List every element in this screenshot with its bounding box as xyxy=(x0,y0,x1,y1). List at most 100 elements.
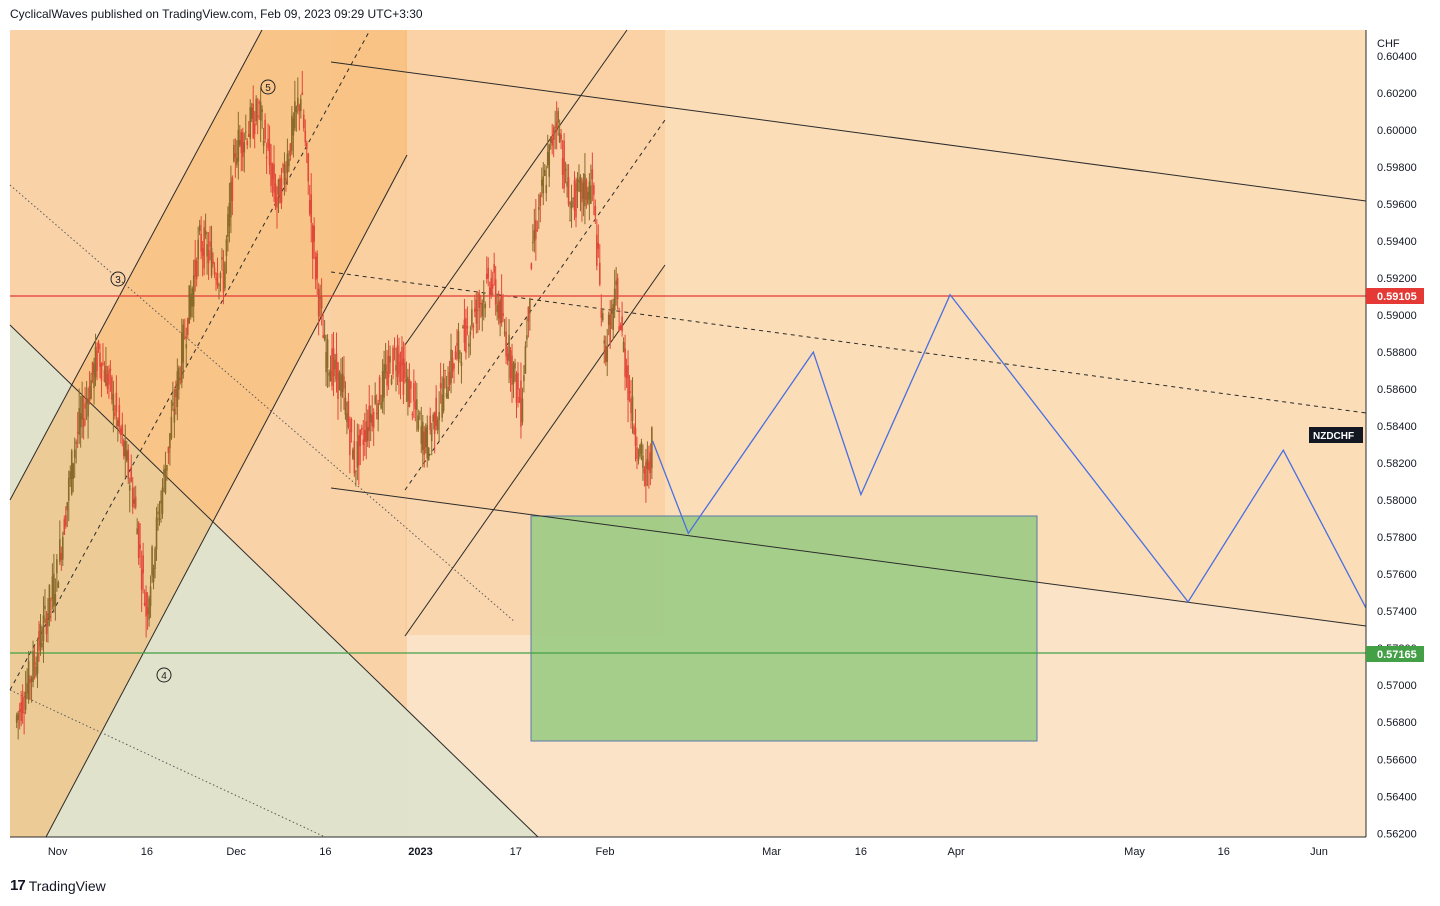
candle-body xyxy=(377,402,379,420)
candle-body xyxy=(84,403,86,409)
candle-body xyxy=(460,361,463,367)
candle-body xyxy=(133,499,136,504)
candle-body xyxy=(114,412,116,416)
candle-body xyxy=(597,242,600,249)
candle-body xyxy=(197,239,199,260)
candle-body xyxy=(88,386,91,401)
candle-body xyxy=(401,346,403,366)
candle-body xyxy=(314,256,317,280)
candle-body xyxy=(87,397,89,417)
candle-body xyxy=(209,241,211,248)
rally-midline xyxy=(404,119,666,491)
candle-body xyxy=(488,287,491,297)
candle-body xyxy=(294,101,296,129)
candle-body xyxy=(651,427,653,469)
candle-body xyxy=(62,536,64,560)
candle-body xyxy=(621,316,623,332)
candle-body xyxy=(99,352,101,367)
candle-body xyxy=(228,202,231,227)
candle-body xyxy=(479,303,482,305)
candle-body xyxy=(316,253,318,279)
candle-body xyxy=(53,573,55,607)
candle-body xyxy=(231,177,234,202)
candle-body xyxy=(578,180,580,183)
candle-body xyxy=(429,415,432,430)
footer-branding: 17 TradingView xyxy=(10,877,106,894)
dashed-lines xyxy=(9,29,1367,691)
price-tick-label: 0.58800 xyxy=(1377,347,1417,359)
candle-body xyxy=(178,367,180,390)
candle-body xyxy=(606,346,609,363)
candle-body xyxy=(198,224,201,232)
candle-body xyxy=(389,356,391,363)
wave-label-3: 3 xyxy=(110,271,126,287)
price-axis[interactable]: 0.60400 0.60200 0.60000 0.59800 0.59600 0.594… xyxy=(1377,51,1417,840)
candle-body xyxy=(545,184,548,194)
price-tick-label: 0.58000 xyxy=(1377,495,1417,507)
candle-body xyxy=(142,555,144,574)
candle-body xyxy=(203,227,205,269)
candle-body xyxy=(24,692,27,710)
candle-body xyxy=(139,544,141,549)
candle-body xyxy=(468,343,470,347)
candle-body xyxy=(79,413,82,428)
price-tick-label: 0.60000 xyxy=(1377,125,1417,137)
candle-body xyxy=(268,143,271,166)
candle-body xyxy=(292,118,295,136)
candle-body xyxy=(143,603,146,606)
candle-body xyxy=(355,470,357,472)
candle-body xyxy=(362,439,365,446)
candle-body xyxy=(29,678,31,683)
candle-body xyxy=(188,285,191,324)
candle-body xyxy=(353,440,356,474)
candle-body xyxy=(648,461,650,471)
time-tick-label: 16 xyxy=(319,846,331,858)
candle-body xyxy=(26,683,28,694)
upper-channel-line xyxy=(330,61,1367,202)
publisher-line: CyclicalWaves published on TradingView.c… xyxy=(10,7,423,21)
candle-body xyxy=(230,181,232,218)
tradingview-logo-icon: 17 xyxy=(10,877,26,894)
time-tick-label: Mar xyxy=(762,846,781,858)
candle-body xyxy=(173,408,176,423)
candle-body xyxy=(48,584,51,619)
candle-body xyxy=(471,309,473,326)
candle-body xyxy=(302,114,305,129)
candle-body xyxy=(54,594,57,606)
candle-body xyxy=(365,421,368,443)
candle-body xyxy=(447,386,449,399)
candle-body xyxy=(395,365,397,371)
candle-body xyxy=(97,341,100,350)
candle-body xyxy=(164,468,167,494)
candle-body xyxy=(466,326,469,329)
candle-body xyxy=(108,370,110,385)
candle-body xyxy=(307,153,310,182)
candle-body xyxy=(372,412,375,428)
impulse-channel-upper xyxy=(9,29,263,501)
candle-body xyxy=(70,450,73,495)
candle-body xyxy=(157,511,159,515)
candle-body xyxy=(618,326,620,331)
candle-body xyxy=(573,180,576,211)
candle-body xyxy=(106,373,109,389)
candle-body xyxy=(93,362,95,389)
candle-body xyxy=(546,151,549,165)
time-axis[interactable]: Nov 16 Dec 16 2023 17 Feb Mar 16 Apr May 16 Jun xyxy=(48,846,1328,858)
resistance-badge xyxy=(1366,288,1424,304)
candle-body xyxy=(109,368,112,371)
candle-body xyxy=(511,355,513,385)
price-tick-label: 0.59200 xyxy=(1377,273,1417,285)
candle-body xyxy=(305,142,308,150)
candle-body xyxy=(134,496,137,508)
candle-body xyxy=(111,376,113,400)
candle-body xyxy=(542,176,545,194)
candle-body xyxy=(204,230,207,235)
candle-body xyxy=(192,275,195,307)
price-tick-label: 0.56800 xyxy=(1377,717,1417,729)
candle-body xyxy=(359,429,362,447)
candle-body xyxy=(125,450,128,461)
candle-body xyxy=(227,214,229,237)
candle-body xyxy=(154,548,156,570)
candle-body xyxy=(323,334,326,340)
